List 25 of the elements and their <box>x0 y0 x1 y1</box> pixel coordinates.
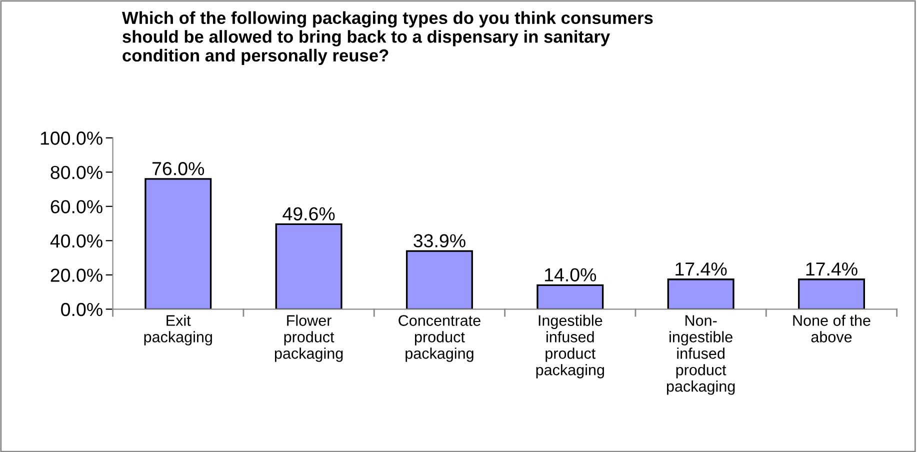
x-tick-label: Non- ingestible infused product packaging <box>666 315 735 395</box>
bar <box>798 278 865 310</box>
y-tick-label: 60.0% <box>50 200 102 214</box>
data-label: 49.6% <box>282 207 335 220</box>
x-tick-label: Flower product packaging <box>274 314 343 362</box>
x-tick-label: Ingestible infused product packaging <box>536 314 604 378</box>
y-tick-label: 40.0% <box>50 234 102 248</box>
data-label: 76.0% <box>152 162 204 176</box>
y-tick-label: 80.0% <box>50 166 102 180</box>
bar <box>667 278 734 310</box>
x-tick-label: Exit packaging <box>144 314 212 346</box>
x-tick-label: Concentrate product packaging <box>398 315 480 362</box>
bar <box>275 223 342 310</box>
data-label: 33.9% <box>414 234 466 248</box>
x-tick-label: None of the above <box>793 314 870 342</box>
bar <box>406 250 473 310</box>
chart-title: Which of the following packaging types do you think consumers should be allowed to bring back to a dispensary in sanitary condition and personally reuse? <box>122 11 653 66</box>
y-tick-label: 20.0% <box>50 268 102 282</box>
y-tick-label: 0.0% <box>61 302 102 316</box>
bar <box>144 178 212 310</box>
bar <box>536 284 604 310</box>
data-label: 17.4% <box>676 262 727 276</box>
data-label: 14.0% <box>544 268 596 282</box>
y-tick-label: 100.0% <box>40 132 102 145</box>
data-label: 17.4% <box>806 262 858 276</box>
